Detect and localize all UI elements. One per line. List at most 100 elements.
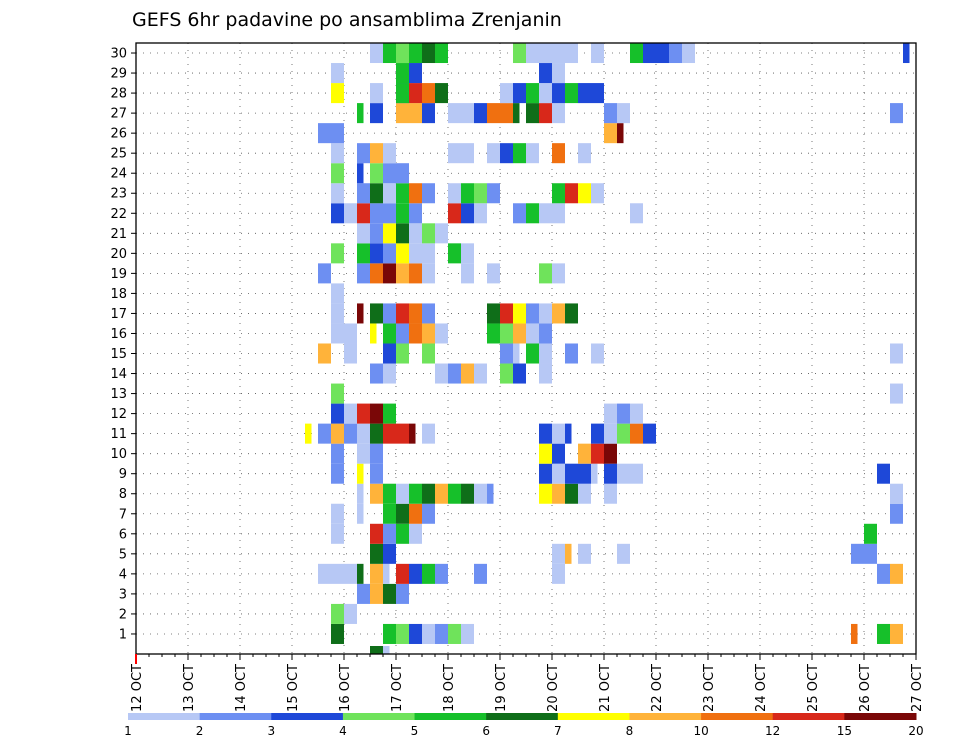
x-tick-label: 24 OCT xyxy=(754,664,769,712)
heatmap-cell xyxy=(539,83,552,104)
heatmap-cell xyxy=(357,503,364,524)
heatmap-cell xyxy=(383,203,396,224)
heatmap-cell xyxy=(565,303,578,324)
heatmap-cell xyxy=(487,143,500,164)
y-tick-label: 22 xyxy=(110,207,127,222)
heatmap-cell xyxy=(630,203,643,224)
x-tick-label: 26 OCT xyxy=(858,664,873,712)
heatmap-cell xyxy=(409,523,422,544)
heatmap-cell xyxy=(357,163,364,184)
heatmap-cell xyxy=(565,183,578,204)
heatmap-cell xyxy=(604,443,617,464)
heatmap-cell xyxy=(526,343,539,364)
heatmap-cell xyxy=(370,583,383,604)
heatmap-cell xyxy=(864,543,877,564)
heatmap-cell xyxy=(513,343,520,364)
heatmap-cell xyxy=(890,623,903,644)
y-tick-label: 16 xyxy=(110,327,127,342)
heatmap-cell xyxy=(591,343,604,364)
heatmap-cell xyxy=(318,123,331,144)
heatmap-cell xyxy=(578,143,591,164)
heatmap-cell xyxy=(552,143,565,164)
heatmap-cell xyxy=(539,303,552,324)
heatmap-cell xyxy=(539,103,552,124)
legend-color-swatch xyxy=(199,713,272,720)
legend-color-swatch xyxy=(629,713,702,720)
heatmap-cell xyxy=(643,43,656,64)
heatmap-cell xyxy=(344,403,357,424)
y-tick-label: 10 xyxy=(110,447,127,462)
heatmap-cell xyxy=(513,363,526,384)
heatmap-cell xyxy=(552,183,565,204)
heatmap-cell xyxy=(461,103,474,124)
y-tick-label: 26 xyxy=(110,127,127,142)
heatmap-cell xyxy=(617,543,630,564)
legend-tick-label: 5 xyxy=(411,724,419,738)
heatmap-cell xyxy=(539,463,552,484)
heatmap-cell xyxy=(318,563,331,584)
heatmap-cell xyxy=(370,43,383,64)
heatmap-cell xyxy=(331,283,344,304)
y-tick-label: 23 xyxy=(110,187,127,202)
heatmap-cell xyxy=(487,323,500,344)
y-tick-label: 24 xyxy=(110,167,127,182)
heatmap-cell xyxy=(396,63,409,84)
heatmap-cell xyxy=(552,63,565,84)
heatmap-cell xyxy=(357,183,370,204)
legend-color-swatch xyxy=(701,713,774,720)
heatmap-cell xyxy=(370,423,383,444)
heatmap-cell xyxy=(890,503,903,524)
legend-color-swatch xyxy=(128,713,201,720)
color-legend: 1 2 3 4 5 6 7 8 10 12 15 20 xyxy=(124,713,924,738)
y-tick-label: 3 xyxy=(119,587,127,602)
heatmap-cell xyxy=(383,243,396,264)
heatmap-cell xyxy=(578,483,591,504)
y-tick-label: 30 xyxy=(110,47,127,62)
heatmap-cell xyxy=(305,423,312,444)
heatmap-cell xyxy=(318,343,331,364)
heatmap-cell xyxy=(487,303,500,324)
heatmap-cell xyxy=(578,463,591,484)
heatmap-cell xyxy=(331,123,344,144)
heatmap-cell xyxy=(331,463,344,484)
x-tick-label: 15 OCT xyxy=(286,664,301,712)
heatmap-cell xyxy=(552,463,565,484)
heatmap-cell xyxy=(890,483,903,504)
heatmap-cell xyxy=(500,303,513,324)
heatmap-cell xyxy=(370,563,383,584)
legend-tick-label: 8 xyxy=(626,724,634,738)
heatmap-cell xyxy=(370,183,383,204)
heatmap-cell xyxy=(630,43,643,64)
heatmap-cell xyxy=(357,143,370,164)
y-tick-label: 21 xyxy=(110,227,127,242)
heatmap-cell xyxy=(552,563,565,584)
heatmap-cell xyxy=(422,623,435,644)
y-tick-label: 27 xyxy=(110,107,127,122)
y-tick-label: 15 xyxy=(110,347,127,362)
heatmap-cell xyxy=(422,483,435,504)
legend-tick-label: 7 xyxy=(554,724,562,738)
heatmap-cell xyxy=(474,183,487,204)
heatmap-cell xyxy=(396,623,409,644)
heatmap-cell xyxy=(357,483,364,504)
heatmap-cell xyxy=(396,423,409,444)
heatmap-cell xyxy=(383,263,396,284)
heatmap-cell xyxy=(357,223,370,244)
heatmap-cell xyxy=(370,443,383,464)
heatmap-cell xyxy=(552,83,565,104)
heatmap-cell xyxy=(513,203,526,224)
y-tick-label: 2 xyxy=(119,607,127,622)
heatmap-cell xyxy=(617,423,630,444)
x-axis-ticks: 12 OCT 13 OCT 14 OCT 15 OCT 16 OCT 17 OCT 18 O… xyxy=(130,654,925,712)
heatmap-cell xyxy=(539,483,552,504)
heatmap-cell xyxy=(357,443,370,464)
heatmap-cell xyxy=(890,343,903,364)
heatmap-cell xyxy=(539,363,552,384)
heatmap-cell xyxy=(383,43,396,64)
legend-tick-label: 20 xyxy=(908,724,923,738)
heatmap-cell xyxy=(344,603,357,624)
heatmap-cell xyxy=(877,623,890,644)
heatmap-cell xyxy=(357,463,364,484)
heatmap-cell xyxy=(422,43,435,64)
heatmap-cell xyxy=(539,43,552,64)
